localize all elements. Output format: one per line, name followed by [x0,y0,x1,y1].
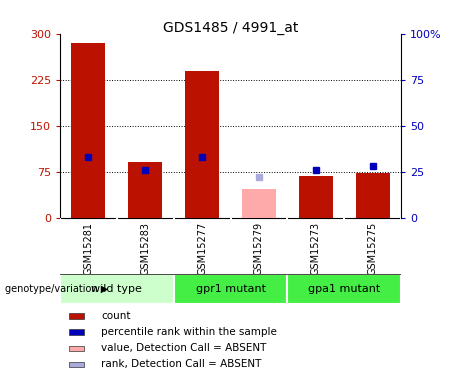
Bar [69,313,84,319]
Bar [185,70,219,217]
Text: GSM15275: GSM15275 [367,222,378,275]
Bar [69,346,84,351]
Text: GSM15277: GSM15277 [197,222,207,275]
Bar [71,43,106,218]
Bar [69,329,84,335]
Text: count: count [101,311,131,321]
Text: GSM15279: GSM15279 [254,222,264,275]
Text: wild type: wild type [91,284,142,294]
Bar [174,274,287,304]
Text: GSM15281: GSM15281 [83,222,94,275]
Text: rank, Detection Call = ABSENT: rank, Detection Call = ABSENT [101,360,262,369]
Bar [60,274,174,304]
Text: GDS1485 / 4991_at: GDS1485 / 4991_at [163,21,298,34]
Text: value, Detection Call = ABSENT: value, Detection Call = ABSENT [101,343,267,353]
Text: gpr1 mutant: gpr1 mutant [195,284,266,294]
Bar [299,176,333,218]
Text: GSM15283: GSM15283 [140,222,150,275]
Text: genotype/variation ▶: genotype/variation ▶ [5,284,108,294]
Bar [287,274,401,304]
Bar [69,362,84,367]
Text: GSM15273: GSM15273 [311,222,321,275]
Bar [242,189,276,218]
Text: gpa1 mutant: gpa1 mutant [308,284,380,294]
Bar [128,162,162,218]
Text: percentile rank within the sample: percentile rank within the sample [101,327,278,337]
Bar [355,173,390,217]
